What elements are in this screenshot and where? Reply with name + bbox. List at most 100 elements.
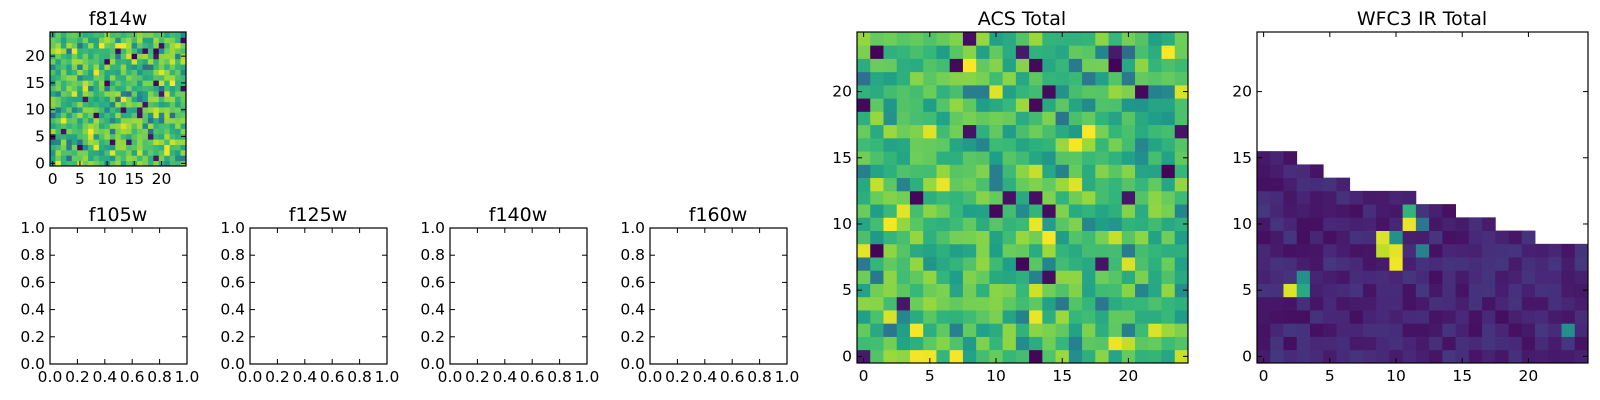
heatmap-cell — [1121, 32, 1136, 46]
heatmap-cell — [936, 283, 951, 298]
heatmap-cell — [142, 149, 149, 156]
heatmap-cell — [77, 42, 84, 49]
heatmap-cell — [55, 64, 62, 70]
heatmap-cell — [976, 111, 990, 126]
heatmap-cell — [976, 32, 990, 46]
heatmap-cell — [71, 128, 78, 135]
heatmap-cell — [66, 69, 73, 76]
heatmap-cell — [66, 37, 73, 44]
heatmap-cell — [1376, 243, 1390, 258]
heatmap-cell — [71, 149, 78, 156]
heatmap-cell — [1055, 190, 1070, 205]
heatmap-cell — [962, 111, 977, 126]
heatmap-cell — [147, 85, 154, 92]
heatmap-cell — [142, 96, 149, 103]
heatmap-cell — [896, 45, 911, 59]
heatmap-cell — [1015, 190, 1030, 205]
x-tick-label: 10 — [986, 367, 1006, 385]
heatmap-cell — [147, 101, 154, 108]
heatmap-cell — [169, 133, 176, 140]
heatmap-cell — [1082, 323, 1096, 337]
heatmap-cell — [98, 42, 105, 49]
heatmap-cell — [1015, 230, 1030, 245]
heatmap-cell — [1029, 310, 1043, 324]
heatmap-cell — [923, 217, 937, 231]
heatmap-cell — [164, 117, 171, 124]
heatmap-cell — [896, 124, 911, 139]
heatmap-cell — [142, 133, 149, 140]
heatmap-cell — [1029, 151, 1043, 165]
heatmap-cell — [180, 128, 187, 135]
heatmap-cell — [1442, 296, 1456, 311]
x-tick-label: 0.8 — [547, 368, 572, 386]
heatmap-cell — [137, 80, 143, 86]
heatmap-cell — [870, 349, 884, 364]
heatmap-cell — [1148, 71, 1162, 86]
heatmap-cell — [169, 69, 176, 76]
heatmap-cell — [1323, 217, 1337, 231]
heatmap-cell — [1161, 270, 1176, 284]
heatmap-cell — [1270, 349, 1284, 364]
heatmap-cell — [1389, 323, 1404, 337]
heatmap-cell — [93, 64, 100, 70]
heatmap-cell — [1296, 296, 1311, 311]
heatmap-cell — [976, 349, 990, 364]
heatmap-cell — [109, 128, 116, 135]
heatmap-cell — [896, 349, 911, 364]
heatmap-cell — [909, 243, 924, 258]
heatmap-cell — [883, 349, 898, 364]
heatmap-cell — [1135, 84, 1149, 99]
heatmap-cell — [1029, 349, 1043, 364]
heatmap-cell — [115, 160, 122, 167]
heatmap-cell — [1095, 58, 1109, 73]
heatmap-cell — [66, 74, 73, 81]
heatmap-cell — [1108, 217, 1123, 231]
heatmap-cell — [169, 139, 176, 145]
heatmap-cell — [1402, 336, 1417, 351]
heatmap-cell — [93, 139, 100, 145]
heatmap-cell — [126, 96, 132, 103]
heatmap-cell — [1002, 204, 1017, 218]
heatmap-cell — [1309, 177, 1324, 192]
heatmap-cell — [896, 98, 911, 112]
heatmap-cell — [1296, 349, 1311, 364]
heatmap-cell — [115, 53, 122, 60]
heatmap-cell — [66, 48, 73, 54]
heatmap-cell — [1055, 336, 1070, 351]
heatmap-cell — [1055, 164, 1070, 179]
heatmap-cell — [1135, 111, 1149, 126]
heatmap-cell — [126, 64, 132, 70]
heatmap-cell — [169, 128, 176, 135]
heatmap-cell — [82, 80, 89, 86]
heatmap-cell — [153, 37, 160, 44]
heatmap-cell — [153, 48, 160, 54]
heatmap-cell — [923, 151, 937, 165]
heatmap-cell — [1429, 310, 1443, 324]
heatmap-cell — [923, 296, 937, 311]
heatmap-cell — [1042, 45, 1056, 59]
heatmap-cell — [989, 124, 1004, 139]
heatmap-cell — [88, 32, 94, 38]
heatmap-cell — [1535, 323, 1549, 337]
heatmap-cell — [60, 64, 67, 70]
heatmap-cell — [98, 107, 105, 113]
heatmap-cell — [923, 230, 937, 245]
heatmap-cell — [175, 117, 181, 124]
heatmap-cell — [147, 144, 154, 151]
heatmap-cell — [109, 155, 116, 162]
heatmap-cell — [77, 107, 84, 113]
heatmap-cell — [1468, 283, 1483, 298]
axes-frame — [49, 227, 188, 365]
x-tick-label: 0.6 — [120, 368, 145, 386]
heatmap-cell — [1161, 257, 1176, 271]
x-tick-label: 10 — [97, 170, 117, 188]
heatmap-cell — [175, 32, 181, 38]
heatmap-cell — [976, 270, 990, 284]
heatmap-cell — [1468, 323, 1483, 337]
heatmap-cell — [883, 283, 898, 298]
heatmap-cell — [1015, 84, 1030, 99]
heatmap-cell — [1161, 32, 1176, 46]
heatmap-cell — [923, 98, 937, 112]
heatmap-cell — [1121, 243, 1136, 258]
heatmap-cell — [1148, 164, 1162, 179]
